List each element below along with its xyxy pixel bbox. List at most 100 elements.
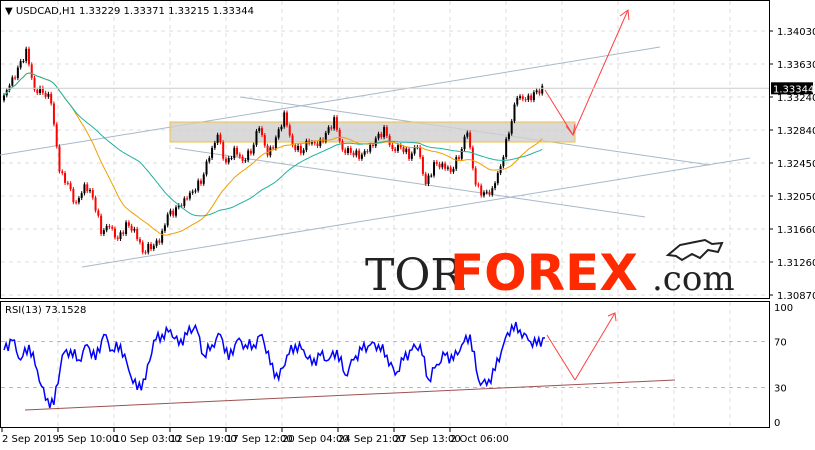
candle-body — [33, 77, 36, 90]
candle-body — [166, 214, 169, 226]
candle-body — [283, 112, 286, 127]
candle-body — [441, 163, 444, 168]
candle-body — [507, 133, 510, 139]
candle-body — [524, 99, 527, 101]
candle-body — [230, 158, 233, 160]
y-tick-label: 1.32840 — [777, 126, 815, 137]
candle-body — [105, 226, 108, 231]
candle-body — [471, 147, 474, 169]
candle-body — [202, 174, 205, 184]
candle-body — [399, 145, 402, 148]
candle-body — [521, 96, 524, 100]
ma-fast-line — [3, 72, 543, 236]
candle-body — [252, 144, 255, 154]
rsi-series — [3, 321, 546, 409]
grid — [1, 1, 769, 427]
candle-body — [266, 145, 269, 156]
candle-body — [519, 96, 522, 98]
candle-body — [530, 95, 533, 101]
candle-body — [324, 132, 327, 142]
arrow-head — [607, 312, 617, 322]
candle-body — [410, 153, 413, 159]
candle-body — [541, 85, 544, 94]
candle-body — [263, 135, 266, 146]
rsi-arrow-down — [546, 334, 576, 381]
candle-body — [138, 239, 141, 243]
candle-body — [438, 163, 441, 168]
candle-body — [396, 145, 399, 151]
x-tick-label: 2 Sep 2019 — [2, 434, 59, 445]
candle-body — [330, 127, 333, 129]
candle-body — [272, 147, 275, 149]
candle-body — [208, 157, 211, 162]
candle-body — [297, 146, 300, 150]
candle-body — [155, 240, 158, 246]
candle-body — [305, 140, 308, 151]
candle-body — [433, 162, 436, 176]
y-tick-label: 1.32050 — [777, 192, 815, 203]
bull-icon — [665, 238, 724, 262]
candle-body — [258, 128, 261, 132]
candle-body — [50, 93, 53, 104]
candle-body — [391, 145, 394, 150]
arrow-head — [565, 123, 576, 137]
candle-body — [291, 135, 294, 146]
ma-slow-line — [3, 72, 543, 217]
candle-body — [274, 137, 277, 149]
candle-body — [133, 228, 136, 231]
candle-body — [222, 142, 225, 159]
candle-body — [11, 77, 14, 86]
candle-body — [127, 222, 130, 226]
candle-body — [158, 240, 161, 243]
candle-body — [302, 150, 305, 154]
candle-body — [83, 184, 86, 194]
candle-body — [66, 182, 69, 184]
candle-body — [469, 132, 472, 148]
candle-body — [211, 147, 214, 158]
candle-body — [144, 252, 147, 254]
candle-body — [58, 146, 61, 172]
candle-body — [141, 242, 144, 253]
x-tick-label: 12 Sep 19:00 — [170, 434, 237, 445]
candle-body — [216, 134, 219, 143]
candle-body — [14, 77, 17, 79]
candle-body — [227, 158, 230, 163]
candle-body — [494, 183, 497, 189]
candle-body — [213, 142, 216, 148]
candle-body — [360, 154, 363, 159]
forecast-arrow-down — [544, 89, 574, 136]
candle-body — [405, 148, 408, 153]
candle-body — [236, 147, 239, 155]
candle-body — [496, 173, 499, 184]
rsi-arrow-up — [574, 312, 616, 381]
rsi-tick-label: 30 — [774, 384, 787, 395]
candle-body — [97, 210, 100, 216]
candle-body — [224, 158, 227, 163]
x-tick-label: 10 Sep 03:00 — [114, 434, 181, 445]
rsi-line — [3, 321, 546, 409]
candle-body — [150, 244, 153, 250]
x-tick-label: 24 Sep 21:00 — [338, 434, 405, 445]
candle-body — [285, 112, 288, 126]
candle-body — [77, 198, 80, 203]
candle-body — [388, 135, 391, 146]
candle-body — [136, 228, 139, 240]
candle-body — [299, 146, 302, 154]
candle-body — [366, 151, 369, 153]
candle-body — [446, 167, 449, 169]
candle-body — [347, 148, 350, 153]
candle-body — [269, 147, 272, 156]
candle-body — [358, 150, 361, 159]
candle-body — [75, 202, 78, 204]
candle-body — [55, 124, 58, 147]
candle-body — [116, 237, 119, 239]
candle-body — [247, 150, 250, 161]
candle-body — [108, 226, 111, 228]
axes: 1.34030 1.33630 1.33240 1.32840 1.32450 1.320… — [1, 27, 815, 445]
candle-body — [186, 198, 189, 200]
candle-body — [169, 210, 172, 215]
candle-body — [455, 157, 458, 169]
upper-channel-line — [0, 46, 661, 156]
